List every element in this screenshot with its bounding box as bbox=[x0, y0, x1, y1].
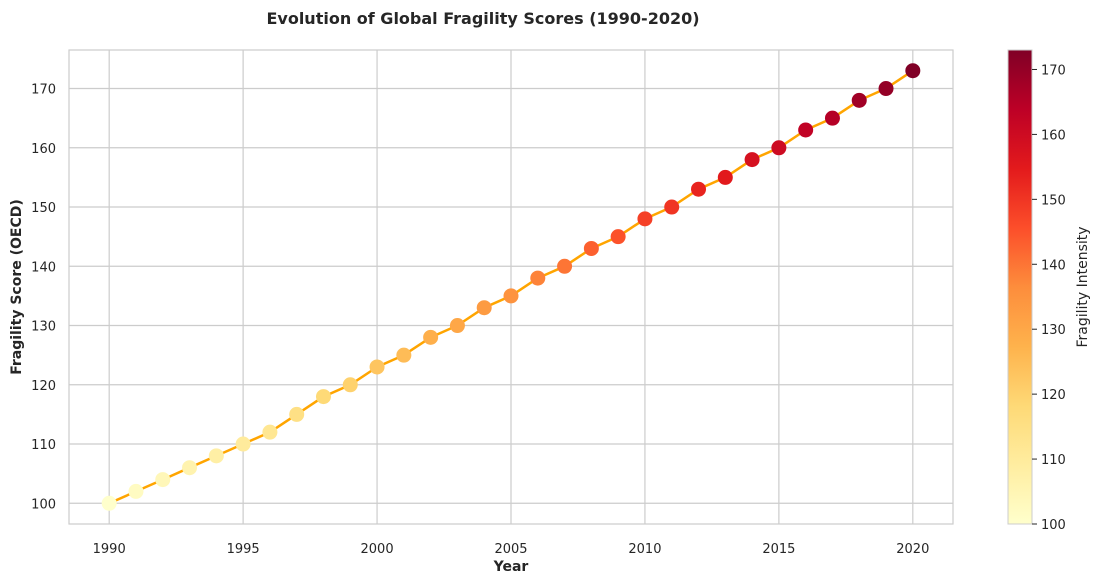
colorbar-label: Fragility Intensity bbox=[1075, 226, 1091, 347]
data-point bbox=[771, 140, 787, 156]
colorbar-tick-label: 170 bbox=[1041, 63, 1066, 78]
data-point bbox=[530, 270, 546, 286]
data-point bbox=[208, 448, 224, 464]
data-point bbox=[798, 122, 814, 138]
grid bbox=[69, 50, 953, 524]
colorbar-tick-label: 120 bbox=[1041, 388, 1066, 403]
colorbar-tick-label: 150 bbox=[1041, 193, 1066, 208]
data-point bbox=[717, 169, 733, 185]
data-point bbox=[235, 436, 251, 452]
y-tick-label: 110 bbox=[31, 438, 56, 453]
data-point bbox=[878, 81, 894, 97]
colorbar-tick-label: 100 bbox=[1041, 518, 1066, 533]
data-points bbox=[101, 63, 921, 511]
plot-frame bbox=[68, 49, 954, 525]
chart-title: Evolution of Global Fragility Scores (19… bbox=[266, 9, 699, 28]
data-point bbox=[128, 483, 144, 499]
data-point bbox=[315, 389, 331, 405]
data-point bbox=[664, 199, 680, 215]
x-tick-label: 1990 bbox=[93, 542, 126, 557]
data-point bbox=[369, 359, 385, 375]
x-tick-label: 1995 bbox=[227, 542, 260, 557]
data-point bbox=[691, 181, 707, 197]
data-point bbox=[824, 110, 840, 126]
x-axis-label: Year bbox=[493, 559, 529, 575]
data-point bbox=[182, 460, 198, 476]
y-tick-label: 160 bbox=[31, 142, 56, 157]
data-point bbox=[503, 288, 519, 304]
y-tick-label: 120 bbox=[31, 379, 56, 394]
x-tick-label: 2020 bbox=[896, 542, 929, 557]
data-point bbox=[905, 63, 921, 79]
y-tick-label: 100 bbox=[31, 497, 56, 512]
data-point bbox=[583, 240, 599, 256]
data-point bbox=[610, 229, 626, 245]
colorbar-tick-label: 140 bbox=[1041, 258, 1066, 273]
y-axis-ticks: 100 110 120 130 140 150 160 170 bbox=[31, 83, 56, 513]
colorbar bbox=[1007, 49, 1033, 525]
colorbar-ticks: 100 110 120 130 140 150 160 170 bbox=[1032, 63, 1066, 533]
data-point bbox=[744, 152, 760, 168]
data-point bbox=[637, 211, 653, 227]
data-point bbox=[396, 347, 412, 363]
data-point bbox=[101, 495, 117, 511]
x-tick-label: 2015 bbox=[762, 542, 795, 557]
data-point bbox=[289, 406, 305, 422]
y-tick-label: 130 bbox=[31, 320, 56, 335]
x-tick-label: 2005 bbox=[494, 542, 527, 557]
data-point bbox=[342, 377, 358, 393]
y-axis-label: Fragility Score (OECD) bbox=[9, 199, 25, 375]
y-tick-label: 150 bbox=[31, 201, 56, 216]
colorbar-tick-label: 110 bbox=[1041, 453, 1066, 468]
x-tick-label: 2010 bbox=[628, 542, 661, 557]
colorbar-tick-label: 130 bbox=[1041, 323, 1066, 338]
data-point bbox=[155, 472, 171, 488]
data-point bbox=[262, 424, 278, 440]
data-point bbox=[476, 300, 492, 316]
data-point bbox=[449, 318, 465, 334]
data-point bbox=[557, 258, 573, 274]
x-axis-ticks: 1990 1995 2000 2005 2010 2015 2020 bbox=[93, 542, 930, 557]
x-tick-label: 2000 bbox=[361, 542, 394, 557]
data-point bbox=[851, 92, 867, 108]
y-tick-label: 140 bbox=[31, 260, 56, 275]
colorbar-tick-label: 160 bbox=[1041, 128, 1066, 143]
y-tick-label: 170 bbox=[31, 83, 56, 98]
data-point bbox=[423, 329, 439, 345]
